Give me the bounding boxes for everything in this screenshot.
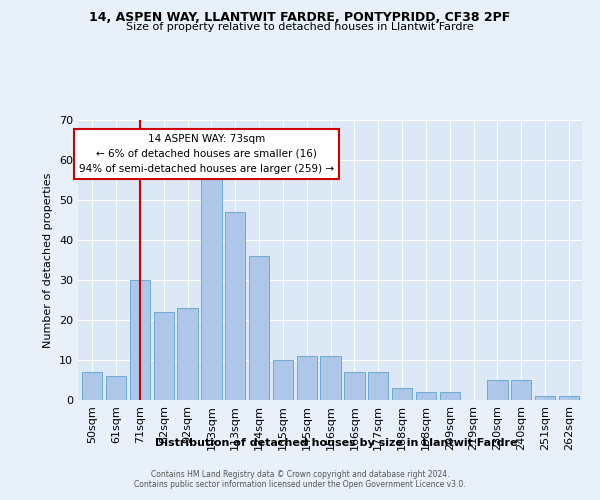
Bar <box>320 356 341 400</box>
Bar <box>106 376 126 400</box>
Text: Contains HM Land Registry data © Crown copyright and database right 2024.: Contains HM Land Registry data © Crown c… <box>151 470 449 479</box>
Bar <box>440 392 460 400</box>
Bar <box>487 380 508 400</box>
Bar <box>392 388 412 400</box>
Bar <box>249 256 269 400</box>
Y-axis label: Number of detached properties: Number of detached properties <box>43 172 53 348</box>
Bar <box>535 396 555 400</box>
Bar <box>225 212 245 400</box>
Bar <box>273 360 293 400</box>
Text: Distribution of detached houses by size in Llantwit Fardre: Distribution of detached houses by size … <box>155 438 517 448</box>
Text: 14, ASPEN WAY, LLANTWIT FARDRE, PONTYPRIDD, CF38 2PF: 14, ASPEN WAY, LLANTWIT FARDRE, PONTYPRI… <box>89 11 511 24</box>
Bar <box>511 380 532 400</box>
Bar <box>82 372 103 400</box>
Bar <box>296 356 317 400</box>
Bar <box>416 392 436 400</box>
Bar <box>202 172 221 400</box>
Bar <box>154 312 174 400</box>
Text: Contains public sector information licensed under the Open Government Licence v3: Contains public sector information licen… <box>134 480 466 489</box>
Text: Size of property relative to detached houses in Llantwit Fardre: Size of property relative to detached ho… <box>126 22 474 32</box>
Bar <box>344 372 365 400</box>
Bar <box>178 308 198 400</box>
Bar <box>130 280 150 400</box>
Bar <box>559 396 579 400</box>
Bar <box>368 372 388 400</box>
Text: 14 ASPEN WAY: 73sqm
← 6% of detached houses are smaller (16)
94% of semi-detache: 14 ASPEN WAY: 73sqm ← 6% of detached hou… <box>79 134 334 173</box>
